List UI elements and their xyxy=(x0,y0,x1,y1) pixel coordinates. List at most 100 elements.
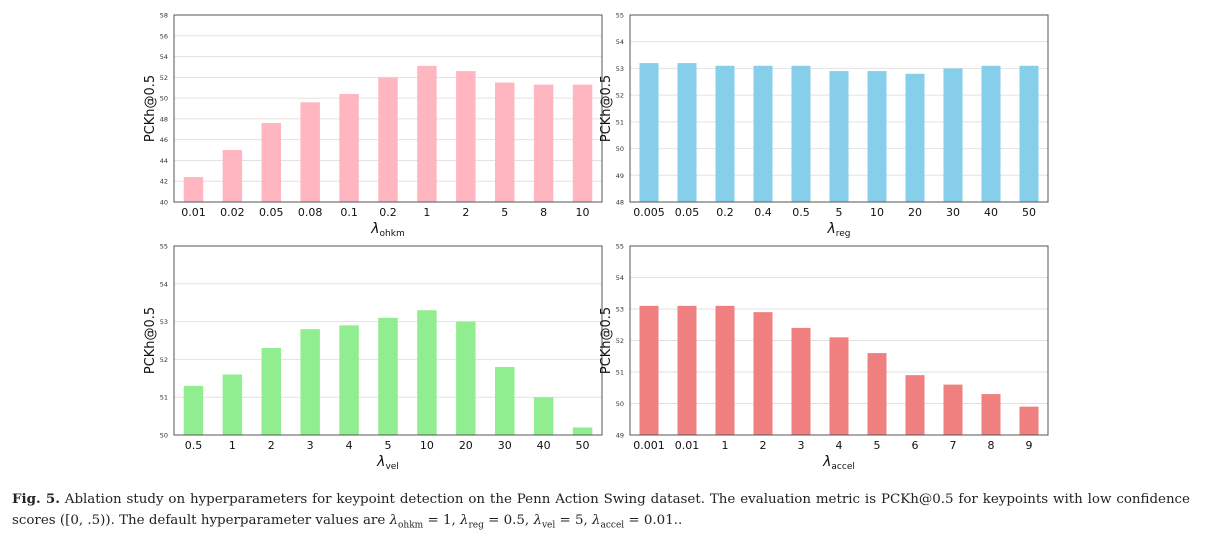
bar-reg-40 xyxy=(981,65,1001,202)
x-tick-label: 50 xyxy=(1022,206,1036,219)
x-tick-label: 7 xyxy=(950,439,957,452)
bar-reg-5 xyxy=(829,71,849,202)
y-tick-label: 54 xyxy=(616,38,624,46)
x-tick-label: 30 xyxy=(498,439,512,452)
x-tick-label: 5 xyxy=(874,439,881,452)
bar-accel-8 xyxy=(981,394,1001,435)
x-tick-label: 10 xyxy=(870,206,884,219)
y-tick-label: 48 xyxy=(160,115,168,123)
chart-reg: 48 49 50 51 52 53 54 55 0.005 0.05 0.2 0.4 0.5 5 10 20 3… xyxy=(599,12,1049,239)
y-tick-label: 52 xyxy=(160,74,168,82)
bar-ohkm-2 xyxy=(456,71,476,202)
y-tick-label: 49 xyxy=(616,432,624,440)
bar-vel-40 xyxy=(533,397,554,435)
figure-label: Fig. 5. xyxy=(12,491,60,507)
bar-ohkm-0.02 xyxy=(222,150,243,202)
x-tick-label: 0.005 xyxy=(633,206,665,219)
y-tick-label: 52 xyxy=(616,92,624,100)
y-tick-label: 50 xyxy=(616,145,624,153)
x-tick-label: 8 xyxy=(540,206,547,219)
bar-ohkm-1 xyxy=(417,65,437,203)
bar-ohkm-0.1 xyxy=(339,93,359,202)
x-tick-label: 40 xyxy=(984,206,998,219)
bar-vel-4 xyxy=(339,325,359,435)
bar-reg-30 xyxy=(943,68,963,202)
x-tick-label: 1 xyxy=(423,206,430,219)
x-tick-label: 4 xyxy=(836,439,843,452)
x-tick-label: 0.01 xyxy=(181,206,206,219)
x-tick-label: 5 xyxy=(385,439,392,452)
x-tick-label: 3 xyxy=(307,439,314,452)
y-tick-label: 44 xyxy=(160,157,168,165)
bar-vel-1 xyxy=(222,374,243,435)
bar-accel-0.001 xyxy=(639,305,659,435)
y-tick-label: 53 xyxy=(616,65,624,73)
x-tick-label: 0.001 xyxy=(633,439,665,452)
x-tick-label: 10 xyxy=(420,439,434,452)
plot-frame xyxy=(173,245,603,436)
bar-vel-30 xyxy=(495,366,515,435)
x-tick-label: 50 xyxy=(576,439,590,452)
plot-frame xyxy=(173,14,603,203)
y-tick-label: 56 xyxy=(160,32,168,40)
bar-ohkm-8 xyxy=(533,84,554,202)
y-tick-label: 55 xyxy=(616,12,624,20)
x-axis-label: λaccel xyxy=(822,454,855,470)
x-tick-label: 6 xyxy=(912,439,919,452)
x-tick-label: 0.5 xyxy=(792,206,810,219)
bar-vel-50 xyxy=(572,427,593,435)
x-tick-label: 2 xyxy=(760,439,767,452)
x-tick-label: 0.05 xyxy=(259,206,284,219)
y-tick-label: 51 xyxy=(616,369,624,377)
x-tick-label: 4 xyxy=(346,439,353,452)
bar-accel-3 xyxy=(791,327,811,435)
caption-default-accel: λaccel = 0.01 xyxy=(592,513,674,531)
x-tick-label: 40 xyxy=(537,439,551,452)
caption-default-ohkm: λohkm = 1 xyxy=(389,513,452,531)
bar-vel-5 xyxy=(378,317,398,435)
x-tick-label: 0.05 xyxy=(675,206,700,219)
x-tick-label: 1 xyxy=(229,439,236,452)
y-tick-label: 52 xyxy=(160,356,168,364)
y-axis-label: PCKh@0.5 xyxy=(143,75,158,142)
bar-accel-9 xyxy=(1019,406,1039,435)
x-axis-label: λreg xyxy=(826,221,850,239)
x-axis-label: λvel xyxy=(376,454,399,470)
x-tick-label: 5 xyxy=(836,206,843,219)
x-tick-label: 8 xyxy=(988,439,995,452)
bar-accel-2 xyxy=(753,312,773,435)
bar-reg-50 xyxy=(1019,65,1039,202)
chart-accel: 49 50 51 52 53 54 55 0.001 0.01 1 2 3 4 5 6 7 8 9 PCKh@0.5… xyxy=(599,243,1049,470)
bar-accel-5 xyxy=(867,353,887,435)
bar-reg-20 xyxy=(905,73,925,203)
x-tick-label: 0.2 xyxy=(379,206,397,219)
y-tick-label: 50 xyxy=(160,95,168,103)
x-tick-label: 0.01 xyxy=(675,439,700,452)
caption-end: .. xyxy=(673,513,683,528)
plot-frame xyxy=(629,14,1049,203)
y-tick-label: 51 xyxy=(160,394,168,402)
x-tick-label: 20 xyxy=(908,206,922,219)
x-tick-label: 0.2 xyxy=(716,206,734,219)
x-tick-label: 9 xyxy=(1026,439,1033,452)
x-tick-label: 0.4 xyxy=(754,206,772,219)
bar-vel-0.5 xyxy=(183,385,204,435)
y-tick-label: 50 xyxy=(160,432,168,440)
x-tick-label: 0.02 xyxy=(220,206,245,219)
bar-reg-0.5 xyxy=(791,65,811,202)
x-tick-label: 1 xyxy=(722,439,729,452)
bar-ohkm-0.01 xyxy=(183,177,204,202)
x-tick-label: 0.1 xyxy=(340,206,358,219)
y-tick-label: 55 xyxy=(616,243,624,251)
y-tick-label: 53 xyxy=(616,306,624,314)
y-tick-label: 50 xyxy=(616,400,624,408)
caption-default-reg: λreg = 0.5 xyxy=(460,513,525,531)
bar-accel-1 xyxy=(715,305,735,435)
x-tick-label: 0.08 xyxy=(298,206,323,219)
x-tick-label: 3 xyxy=(798,439,805,452)
bar-reg-0.4 xyxy=(753,65,773,202)
bar-accel-7 xyxy=(943,384,963,435)
caption-default-vel: λvel = 5 xyxy=(533,513,584,531)
bar-accel-4 xyxy=(829,337,849,435)
